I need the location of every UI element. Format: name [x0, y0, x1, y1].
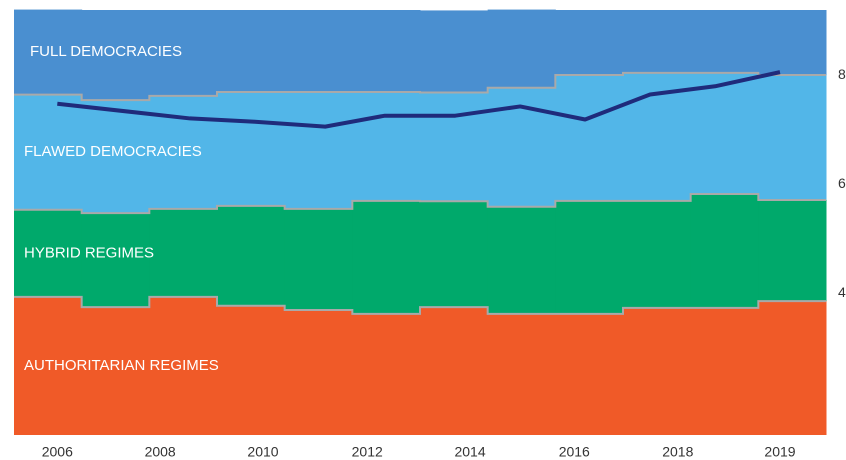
area-segment: [623, 200, 692, 308]
area-segment: [623, 307, 692, 435]
area-segment: [81, 213, 150, 308]
x-tick-label: 2014: [454, 444, 485, 460]
area-segment: [81, 100, 150, 214]
y2-tick-label: 4: [838, 284, 846, 300]
area-segment: [217, 205, 286, 306]
index-line: [57, 70, 781, 129]
area-segment: [149, 10, 218, 96]
boundary: [14, 71, 826, 102]
y2-tick-label: 6: [838, 175, 846, 191]
area-segment: [690, 72, 759, 195]
area-segment: [284, 310, 353, 435]
area-segment: [420, 10, 489, 93]
area-segment: [555, 313, 624, 435]
area-segment: [690, 307, 759, 435]
area-segment: [555, 10, 624, 76]
x-tick-label: 2006: [42, 444, 73, 460]
area-segment: [14, 209, 83, 297]
area-segment: [81, 307, 150, 435]
area-segment: [14, 94, 83, 210]
area-segment: [352, 10, 421, 93]
area-segment: [352, 200, 421, 314]
area-segment: [690, 10, 759, 73]
area-segment: [284, 92, 353, 209]
area-segment: [149, 296, 218, 435]
area-segment: [758, 199, 827, 302]
area-segment: [487, 206, 556, 314]
x-tick-label: 2016: [559, 444, 590, 460]
area-segment: [420, 92, 489, 202]
y2-tick-label: 8: [838, 66, 846, 82]
series-label: AUTHORITARIAN REGIMES: [24, 357, 219, 374]
boundary: [14, 295, 826, 315]
area-segment: [352, 313, 421, 435]
area-segment: [81, 10, 150, 101]
area-segment: [217, 92, 286, 206]
area-segment: [758, 301, 827, 435]
area-segment: [555, 75, 624, 201]
area-segment: [420, 201, 489, 308]
series-label: FULL DEMOCRACIES: [30, 43, 182, 60]
area-segment: [487, 313, 556, 435]
series-label: HYBRID REGIMES: [24, 244, 154, 261]
area-segment: [758, 75, 827, 200]
area-segment: [758, 10, 827, 76]
area-segment: [284, 10, 353, 93]
area-segment: [217, 305, 286, 435]
area-segment: [284, 208, 353, 311]
area-segment: [420, 307, 489, 435]
x-tick-label: 2008: [145, 444, 176, 460]
boundary: [14, 193, 826, 215]
area-segment: [555, 200, 624, 314]
x-tick-label: 2019: [764, 444, 795, 460]
x-tick-label: 2012: [352, 444, 383, 460]
area-segment: [690, 194, 759, 308]
x-tick-label: 2018: [662, 444, 693, 460]
area-segment: [352, 92, 421, 201]
x-tick-label: 2010: [247, 444, 278, 460]
series-label: FLAWED DEMOCRACIES: [24, 143, 202, 160]
area-segment: [149, 208, 218, 297]
area-segment: [623, 10, 692, 73]
area-segment: [487, 9, 556, 88]
area-segment: [14, 9, 83, 95]
area-segment: [14, 296, 83, 435]
area-segment: [217, 10, 286, 93]
